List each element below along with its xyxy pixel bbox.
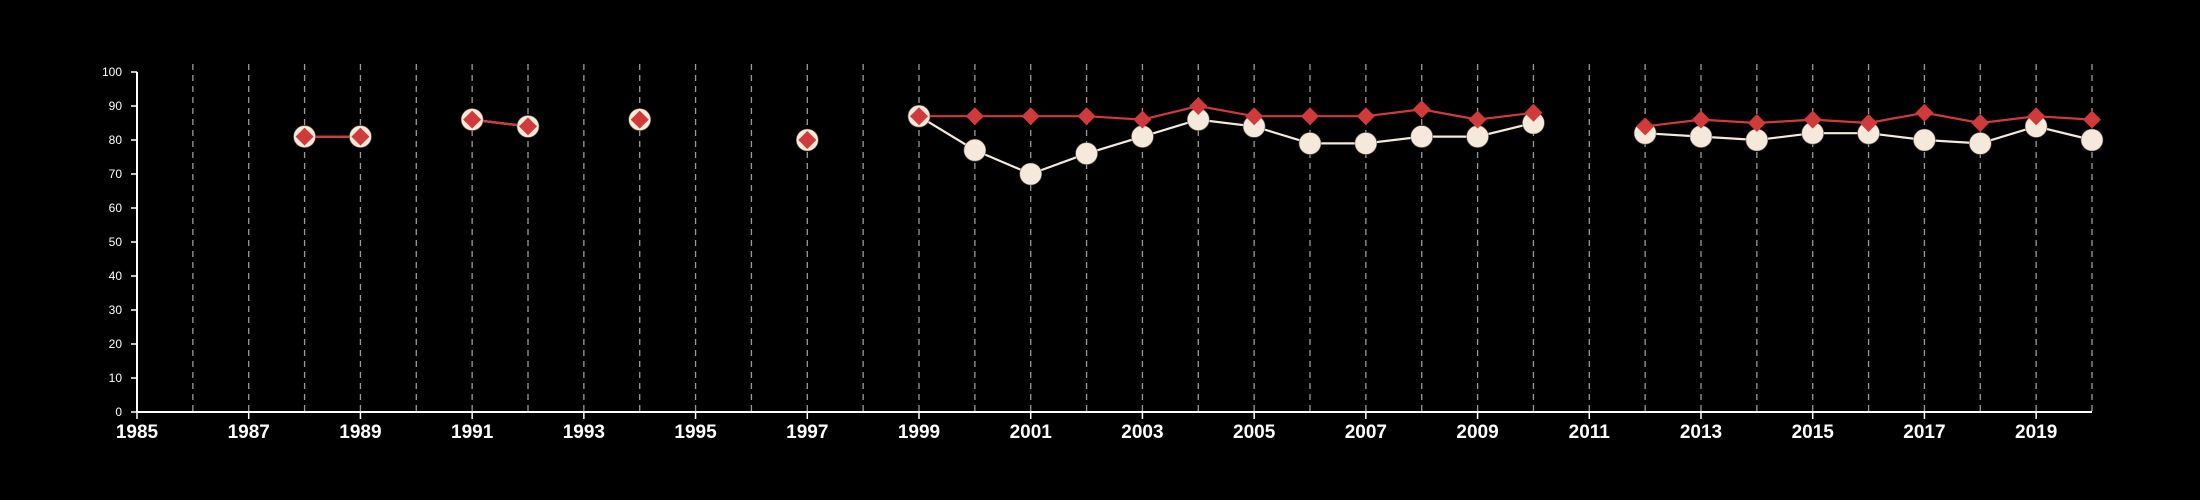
circle-marker-2018 xyxy=(1968,132,1992,155)
diamond-marker-1994 xyxy=(630,110,649,129)
y-tick-label-30: 30 xyxy=(109,303,123,317)
y-tick-label-90: 90 xyxy=(109,99,123,113)
diamond-marker-2007 xyxy=(1356,107,1375,126)
x-tick-label-2001: 2001 xyxy=(1010,422,1053,443)
circle-marker-2020 xyxy=(2080,128,2104,152)
diamond-marker-2006 xyxy=(1301,107,1319,126)
diamond-marker-2013 xyxy=(1692,110,1710,129)
diamond-marker-1992 xyxy=(519,117,537,136)
diamond-marker-1999 xyxy=(910,107,928,126)
diamond-marker-2018 xyxy=(1971,114,1990,132)
x-tick-label-2013: 2013 xyxy=(1680,422,1722,443)
diamond-marker-2004 xyxy=(1189,97,1208,115)
x-tick-label-1987: 1987 xyxy=(228,422,270,443)
x-tick-label-1999: 1999 xyxy=(898,422,940,443)
diamond-marker-2000 xyxy=(965,107,984,126)
x-tick-label-1989: 1989 xyxy=(339,422,381,443)
circle-marker-2013 xyxy=(1689,125,1713,148)
diamond-marker-2016 xyxy=(1859,114,1878,132)
diamond-marker-2003 xyxy=(1133,110,1152,129)
circle-marker-2009 xyxy=(1466,125,1489,148)
x-tick-label-2009: 2009 xyxy=(1456,422,1498,443)
circle-marker-2008 xyxy=(1410,125,1434,148)
x-tick-label-1993: 1993 xyxy=(563,422,605,443)
x-tick-label-2005: 2005 xyxy=(1233,422,1276,443)
y-tick-label-40: 40 xyxy=(109,269,123,283)
y-tick-label-10: 10 xyxy=(109,371,123,385)
diamond-marker-2008 xyxy=(1412,100,1431,119)
diamond-marker-2017 xyxy=(1915,103,1934,122)
y-tick-label-0: 0 xyxy=(115,405,122,419)
diamond-marker-2019 xyxy=(2027,107,2046,126)
x-tick-label-2017: 2017 xyxy=(1903,422,1945,443)
x-tick-label-2019: 2019 xyxy=(2015,422,2057,443)
diamond-marker-2012 xyxy=(1636,117,1655,136)
circle-marker-2017 xyxy=(1913,128,1936,152)
x-tick-label-2003: 2003 xyxy=(1121,422,1163,443)
x-tick-label-2015: 2015 xyxy=(1792,422,1835,443)
circle-marker-2003 xyxy=(1131,125,1154,148)
diamond-marker-2010 xyxy=(1524,103,1543,122)
circle-marker-2007 xyxy=(1354,132,1378,155)
y-tick-label-20: 20 xyxy=(109,337,123,351)
y-tick-label-50: 50 xyxy=(109,235,123,249)
circle-marker-2006 xyxy=(1298,132,1322,155)
diamond-marker-2002 xyxy=(1077,107,1096,126)
series-1-line-segment-5 xyxy=(918,115,1534,176)
circle-marker-2014 xyxy=(1745,128,1769,152)
x-tick-label-1985: 1985 xyxy=(116,422,159,443)
circle-marker-2000 xyxy=(963,138,987,162)
diamond-marker-2014 xyxy=(1747,114,1766,132)
circle-marker-2002 xyxy=(1075,142,1098,165)
x-tick-label-1991: 1991 xyxy=(451,422,494,443)
x-tick-label-2011: 2011 xyxy=(1569,422,1611,443)
diamond-marker-2005 xyxy=(1245,107,1264,126)
diamond-marker-1988 xyxy=(295,127,314,146)
x-tick-label-1995: 1995 xyxy=(674,422,717,443)
x-tick-label-2007: 2007 xyxy=(1345,422,1387,443)
diamond-marker-1991 xyxy=(463,110,482,129)
y-tick-label-60: 60 xyxy=(109,201,123,215)
series-layer xyxy=(293,97,2104,186)
diamond-marker-2015 xyxy=(1803,110,1822,129)
diamond-marker-2001 xyxy=(1021,107,1040,126)
y-tick-label-80: 80 xyxy=(109,133,123,147)
circle-marker-2001 xyxy=(1019,162,1043,186)
diamond-marker-1989 xyxy=(351,127,370,146)
diamond-marker-2020 xyxy=(2083,110,2101,129)
series-2-line-segment-5 xyxy=(919,104,1534,121)
diamond-marker-2009 xyxy=(1468,110,1487,129)
y-tick-label-70: 70 xyxy=(109,167,123,181)
axis-layer: 0 10 20 30 40 50 60 70 80 90 100 1985 1987 1989 1991 19… xyxy=(102,65,2092,443)
x-tick-label-1997: 1997 xyxy=(786,422,828,443)
diamond-marker-1997 xyxy=(798,131,817,149)
y-tick-label-100: 100 xyxy=(102,65,122,79)
